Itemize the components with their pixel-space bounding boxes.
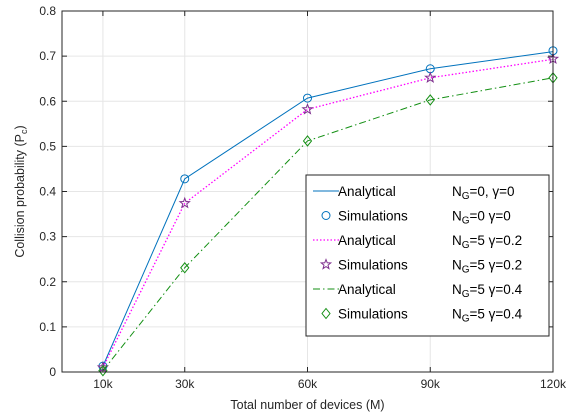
legend-entry: Simulations NG=5 γ=0.4 bbox=[321, 307, 523, 325]
y-tick-label: 0.4 bbox=[39, 185, 56, 199]
data-point bbox=[98, 364, 108, 377]
data-point bbox=[180, 174, 190, 184]
x-tick-label: 90k bbox=[421, 377, 441, 391]
data-point bbox=[301, 102, 314, 115]
data-point bbox=[424, 71, 437, 83]
y-tick-label: 0 bbox=[49, 365, 56, 379]
y-tick-label: 0.5 bbox=[39, 139, 56, 153]
plot-series bbox=[96, 46, 560, 377]
legend-marker-sample bbox=[319, 258, 333, 270]
legend-entry: Simulations NG=5 γ=0.2 bbox=[319, 258, 522, 276]
legend-label: Simulations NG=5 γ=0.2 bbox=[338, 258, 522, 276]
y-axis-label-sub: c bbox=[19, 129, 29, 134]
series-line bbox=[102, 77, 554, 371]
x-tick-label: 60k bbox=[298, 377, 318, 391]
y-axis-label: Collision probability (Pc) bbox=[13, 125, 29, 257]
legend-label: Analytical NG=0, γ=0 bbox=[338, 184, 515, 202]
series-0-analytical bbox=[102, 51, 554, 367]
series-4-analytical bbox=[102, 77, 554, 371]
y-axis-label-main: Collision probability (P bbox=[13, 134, 27, 258]
legend-label: Simulations NG=0 γ=0 bbox=[338, 209, 511, 227]
data-point bbox=[302, 135, 313, 147]
y-tick-label: 0.7 bbox=[39, 49, 56, 63]
x-tick-label: 30k bbox=[175, 377, 195, 391]
y-tick-label: 0.1 bbox=[39, 320, 56, 334]
y-tick-label: 0.6 bbox=[39, 94, 56, 108]
x-axis-label: Total number of devices (M) bbox=[230, 398, 384, 412]
legend: Analytical NG=0, γ=0 Simulations NG=0 γ=0 An… bbox=[305, 174, 550, 337]
legend-marker-sample bbox=[321, 307, 331, 320]
legend-label: Analytical NG=5 γ=0.2 bbox=[338, 233, 522, 251]
data-point bbox=[178, 196, 191, 209]
data-point bbox=[180, 261, 190, 274]
legend-label: Simulations NG=5 γ=0.4 bbox=[338, 307, 523, 325]
x-tick-label: 120k bbox=[540, 377, 567, 391]
data-point bbox=[303, 93, 312, 103]
data-point bbox=[425, 94, 435, 106]
y-tick-label: 0.8 bbox=[39, 4, 56, 18]
legend-label: Analytical NG=5 γ=0.4 bbox=[338, 282, 523, 300]
legend-entry: Simulations NG=0 γ=0 bbox=[321, 209, 511, 227]
axis-ticks: 0 0.1 0.2 0.3 0.4 0.5 0.6 0.7 0.8 10k 30k 60k 90k 120… bbox=[39, 4, 567, 391]
y-axis-label-close: ) bbox=[13, 125, 27, 129]
x-tick-label: 10k bbox=[93, 377, 113, 391]
legend-entry: Analytical NG=5 γ=0.2 bbox=[313, 233, 522, 251]
legend-entry: Analytical NG=5 γ=0.4 bbox=[313, 282, 523, 300]
legend-marker-sample bbox=[321, 211, 331, 220]
legend-box bbox=[305, 174, 550, 337]
series-line bbox=[102, 51, 554, 367]
legend-entry: Analytical NG=0, γ=0 bbox=[313, 184, 515, 202]
y-tick-label: 0.2 bbox=[39, 275, 56, 289]
y-tick-label: 0.3 bbox=[39, 230, 56, 244]
